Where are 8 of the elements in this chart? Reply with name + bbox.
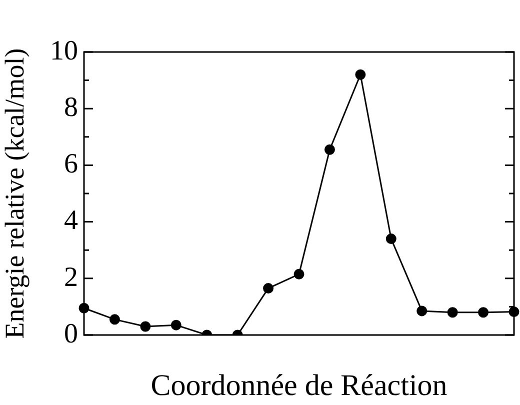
y-tick-label: 2 bbox=[64, 262, 78, 293]
x-axis-title: Coordonnée de Réaction bbox=[150, 368, 448, 402]
y-tick-label: 0 bbox=[64, 318, 78, 350]
y-tick-label: 8 bbox=[64, 92, 78, 123]
y-tick-label: 6 bbox=[64, 148, 78, 180]
y-tick-label: 4 bbox=[64, 205, 78, 236]
y-axis-title: Energie relative (kcal/mol) bbox=[0, 48, 30, 339]
y-tick-label: 10 bbox=[50, 35, 78, 66]
